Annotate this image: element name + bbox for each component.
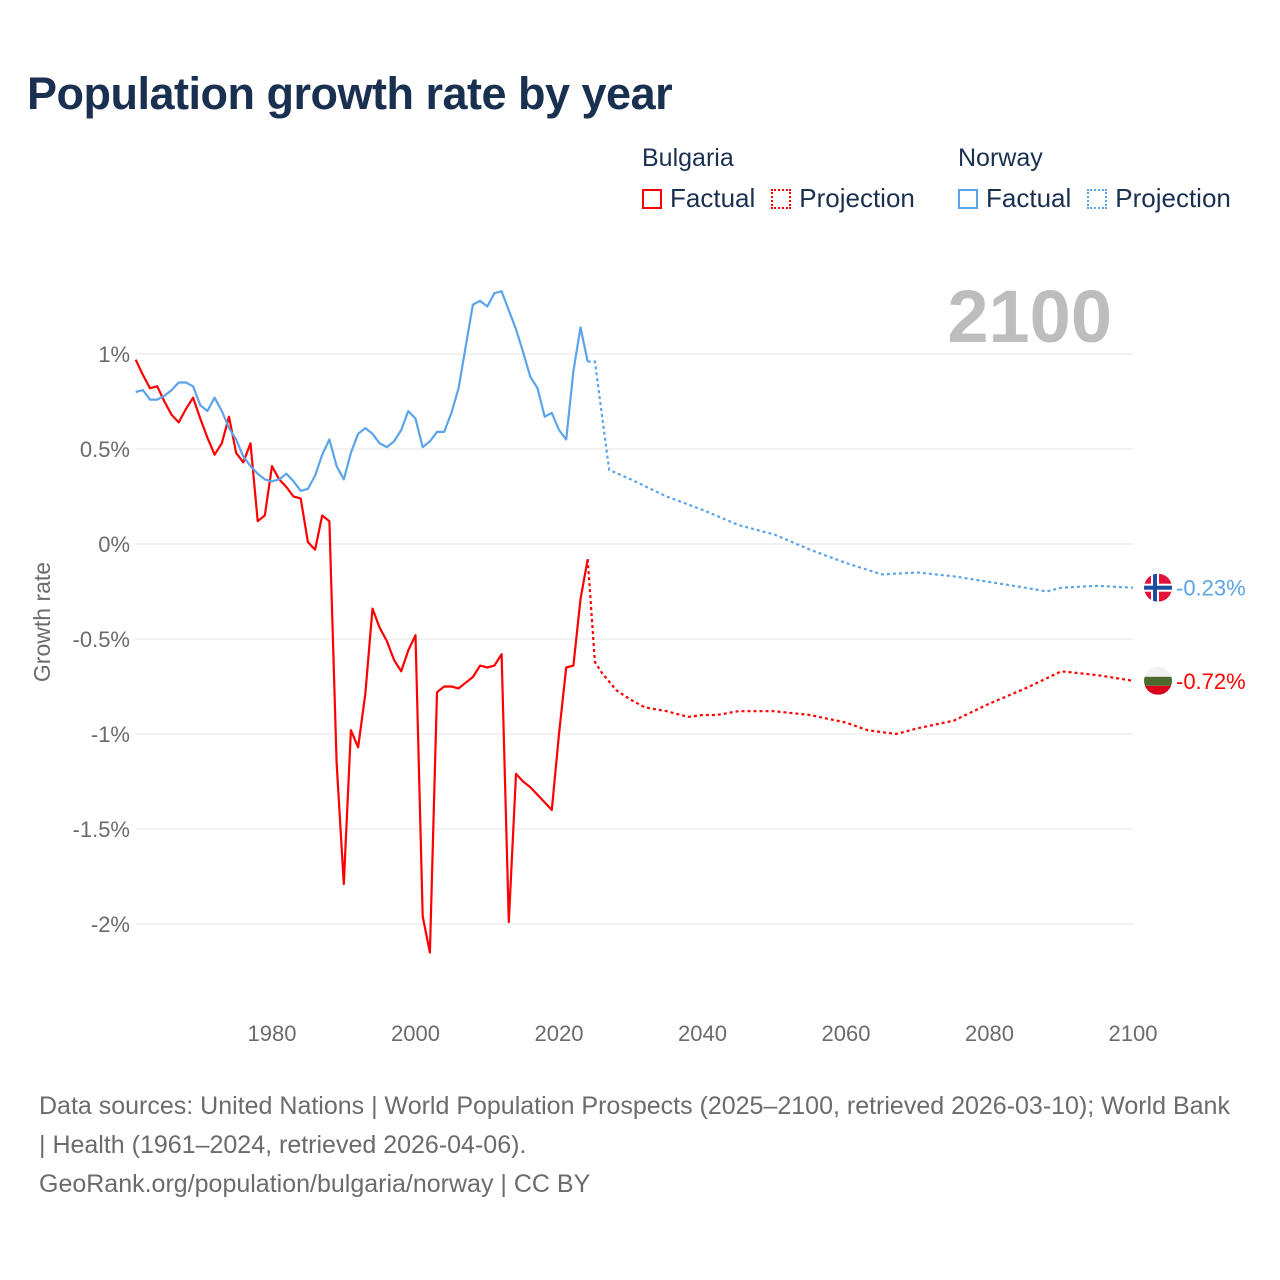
chart-title: Population growth rate by year bbox=[27, 68, 673, 119]
x-tick-label: 2000 bbox=[391, 1021, 440, 1046]
data-sources: Data sources: United Nations | World Pop… bbox=[39, 1092, 1230, 1159]
legend-bulgaria-factual[interactable]: Factual bbox=[642, 183, 755, 214]
legend-swatch-dotted bbox=[1087, 188, 1108, 209]
legend-swatch-solid bbox=[958, 188, 978, 209]
legend-label: Projection bbox=[1115, 183, 1231, 213]
flag-body bbox=[1144, 666, 1172, 695]
y-tick-label: 1% bbox=[98, 342, 130, 367]
line-bulgaria-projection bbox=[586, 559, 1134, 736]
x-tick-label: 2040 bbox=[678, 1021, 727, 1046]
flag-white bbox=[1144, 666, 1172, 677]
legend-title-bulgaria: Bulgaria bbox=[642, 144, 734, 172]
legend-label: Projection bbox=[799, 183, 915, 213]
y-tick-label: -1% bbox=[91, 722, 130, 747]
line-bulgaria-factual bbox=[134, 359, 589, 954]
legend-norway: Norway Factual Projection bbox=[958, 144, 1247, 214]
flag-green bbox=[1144, 676, 1172, 686]
flag-cross-blue bbox=[1144, 585, 1172, 590]
legend-norway-projection[interactable]: Projection bbox=[1087, 183, 1231, 214]
y-tick-label: 0% bbox=[98, 532, 130, 557]
legend-swatch-dotted bbox=[771, 188, 792, 209]
legend-label: Factual bbox=[986, 183, 1072, 213]
norway-flag-icon bbox=[1144, 573, 1172, 602]
bulgaria-flag-icon bbox=[1144, 666, 1172, 695]
legend-title-norway: Norway bbox=[958, 144, 1043, 172]
x-tick-label: 1980 bbox=[248, 1021, 297, 1046]
end-label-bulgaria: -0.72% bbox=[1176, 669, 1246, 694]
legend-label: Factual bbox=[670, 183, 756, 213]
y-axis-label: Growth rate bbox=[29, 562, 55, 682]
y-tick-label: -2% bbox=[91, 912, 130, 937]
y-tick-label: 0.5% bbox=[80, 437, 130, 462]
x-tick-label: 2020 bbox=[535, 1021, 584, 1046]
end-label-norway: -0.23% bbox=[1176, 576, 1246, 601]
y-tick-label: -0.5% bbox=[73, 627, 130, 652]
line-norway-factual bbox=[135, 290, 589, 492]
legend-bulgaria-projection[interactable]: Projection bbox=[771, 183, 915, 214]
line-norway-projection bbox=[587, 360, 1134, 593]
x-tick-label: 2100 bbox=[1109, 1021, 1158, 1046]
legend-norway-factual[interactable]: Factual bbox=[958, 183, 1071, 214]
y-tick-label: -1.5% bbox=[73, 817, 130, 842]
year-label: 2100 bbox=[947, 275, 1112, 358]
flag-red bbox=[1144, 685, 1172, 695]
credit-link[interactable]: GeoRank.org/population/bulgaria/norway |… bbox=[39, 1170, 591, 1198]
legend-swatch-solid bbox=[642, 188, 662, 209]
x-tick-label: 2080 bbox=[965, 1021, 1014, 1046]
legend-bulgaria: Bulgaria Factual Projection bbox=[642, 144, 931, 214]
x-tick-label: 2060 bbox=[822, 1021, 871, 1046]
footer: Data sources: United Nations | World Pop… bbox=[39, 1087, 1239, 1204]
flag-body bbox=[1144, 573, 1172, 602]
